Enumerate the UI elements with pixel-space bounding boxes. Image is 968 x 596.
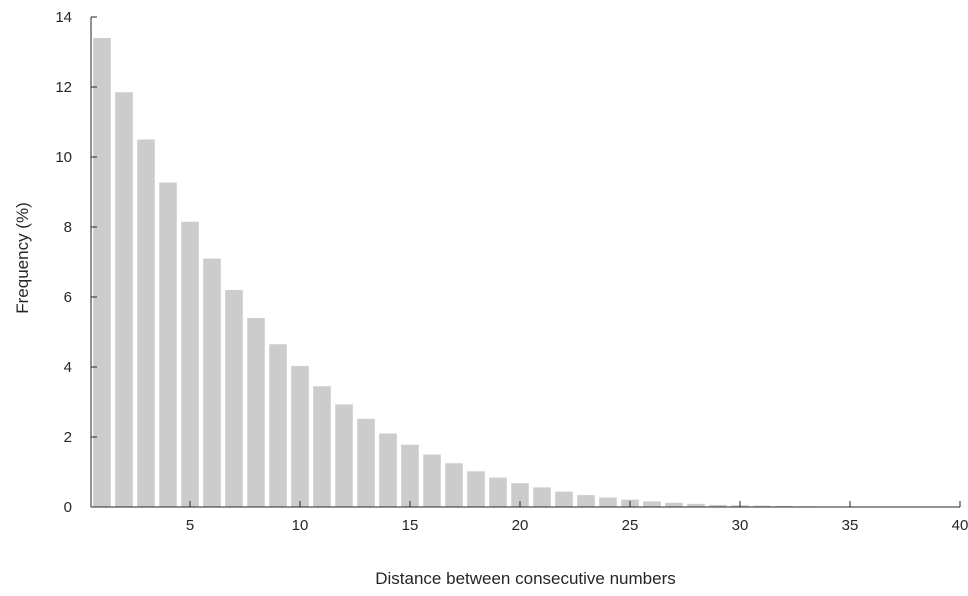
bar-21 [533,487,551,507]
bar-15 [401,444,419,507]
bar-3 [137,139,155,507]
bar-22 [555,491,573,507]
x-tick-label: 20 [512,517,529,534]
y-tick-label: 6 [64,289,72,306]
bar-26 [643,501,661,507]
bar-4 [159,182,177,508]
bar-18 [467,471,485,507]
bar-32 [775,505,793,507]
bar-24 [599,497,617,507]
bar-29 [709,504,727,507]
bar-28 [687,503,705,507]
bar-23 [577,495,595,507]
bar-12 [335,404,353,507]
y-axis-label: Frequency (%) [13,202,32,313]
bar-2 [115,92,133,507]
x-ticks-group: 5 10 15 20 25 30 35 40 [186,501,968,534]
bar-14 [379,433,397,507]
y-tick-label: 8 [64,219,72,236]
bar-16 [423,454,441,507]
bar-7 [225,290,243,507]
y-tick-label: 0 [64,499,72,516]
bar-27 [665,502,683,507]
y-tick-label: 2 [64,429,72,446]
x-tick-label: 15 [402,517,419,534]
bar-1 [93,38,111,507]
bar-10 [291,365,309,507]
x-tick-label: 5 [186,517,194,534]
bar-31 [753,505,771,507]
bar-6 [203,258,221,507]
bar-13 [357,418,375,507]
x-tick-label: 40 [952,517,968,534]
bars-group [93,38,968,508]
bar-19 [489,477,507,507]
x-tick-label: 30 [732,517,749,534]
x-tick-label: 35 [842,517,859,534]
y-ticks-group: 0 2 4 6 8 10 12 14 [55,9,97,516]
bar-20 [511,483,529,507]
y-tick-label: 10 [55,149,72,166]
x-tick-label: 25 [622,517,639,534]
bar-11 [313,386,331,507]
y-tick-label: 14 [55,9,72,26]
bar-9 [269,344,287,507]
x-tick-label: 10 [292,517,309,534]
bar-8 [247,318,265,507]
y-tick-label: 4 [64,359,72,376]
x-axis-label: Distance between consecutive numbers [375,569,676,588]
y-tick-label: 12 [55,79,72,96]
bar-17 [445,463,463,507]
bar-5 [181,221,199,507]
